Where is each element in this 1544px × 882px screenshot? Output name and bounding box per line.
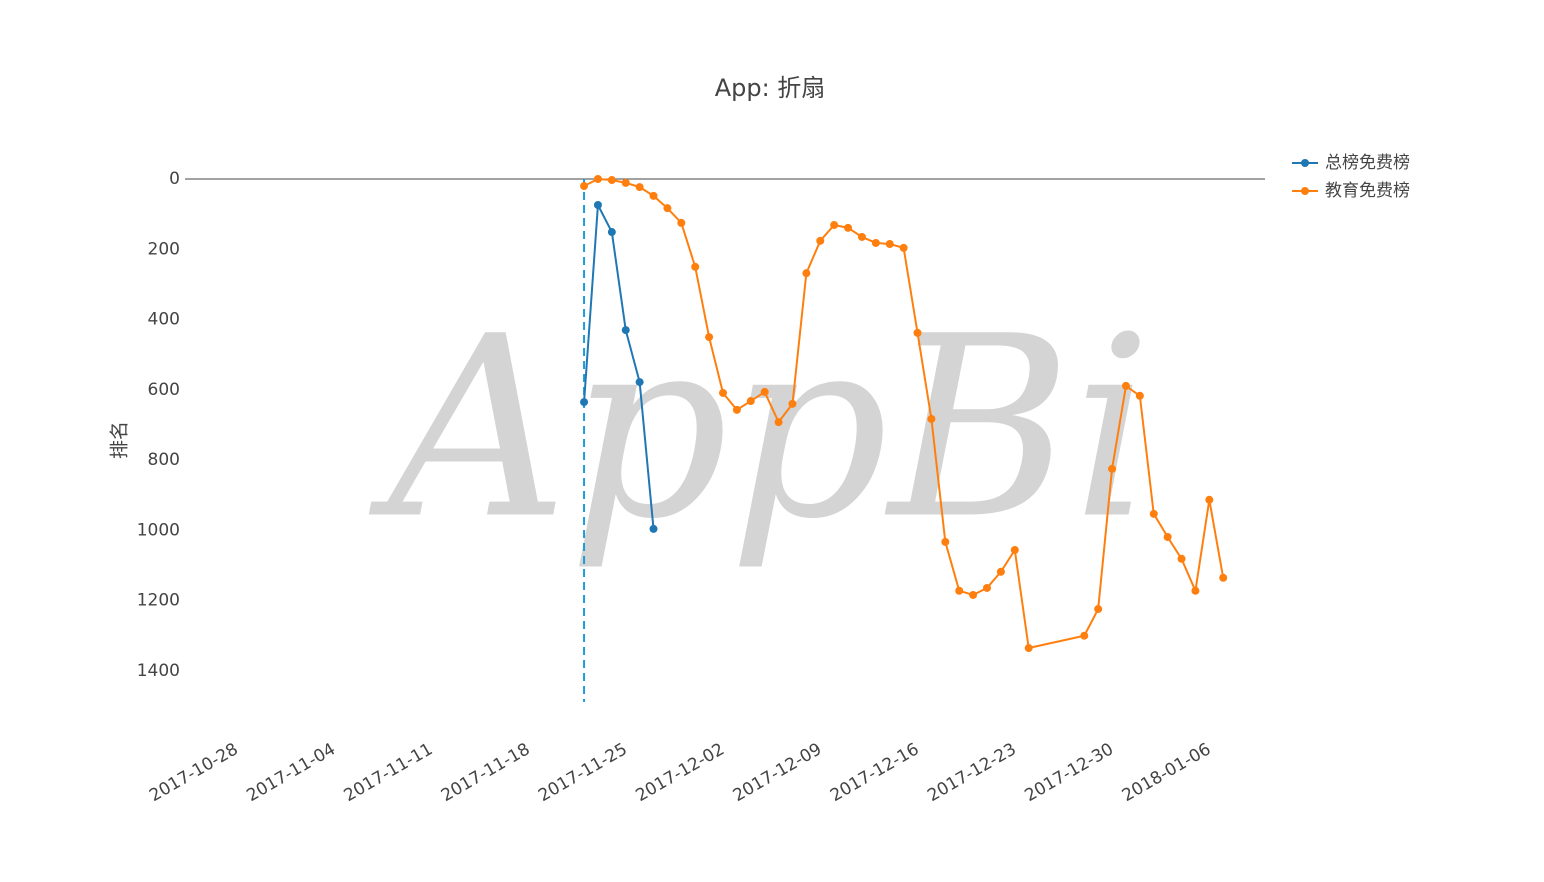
point [844,223,853,232]
legend-marker [1301,187,1309,195]
chart-title: App: 折扇 [715,74,826,102]
point [760,387,769,396]
y-tick-label: 0 [169,169,180,189]
x-tick-label: 2017-12-30 [1021,739,1117,806]
point [732,405,741,414]
series-line [583,177,1225,650]
y-tick-label: 600 [148,380,180,400]
point [649,191,658,200]
y-axis-label: 排名 [109,421,131,459]
x-tick-label: 2017-12-02 [632,739,728,806]
point [871,238,880,247]
point [677,218,686,227]
point [621,178,630,187]
point [1219,573,1228,582]
point [802,269,811,278]
x-tick-label: 2017-12-09 [730,739,826,806]
point [857,232,866,241]
point [1080,631,1089,640]
point [580,182,589,191]
point [1010,546,1019,555]
y-tick-label: 1400 [137,661,180,681]
point [649,524,658,533]
point [1024,644,1033,653]
point [983,583,991,592]
point [1094,605,1103,614]
point [899,243,908,252]
legend-label: 总榜免费榜 [1325,153,1410,173]
point [1163,533,1172,542]
point [607,228,616,237]
y-tick-label: 200 [148,239,180,259]
x-tick-label: 2018-01-06 [1119,739,1215,806]
point [691,262,700,271]
point [719,388,727,397]
point [1205,495,1214,504]
point [774,418,783,427]
point [996,567,1005,576]
x-tick-label: 2017-11-11 [341,739,437,806]
point [1135,391,1144,400]
point [1149,509,1158,518]
point [1191,586,1200,595]
point [816,236,825,245]
y-tick-label: 400 [148,310,180,330]
point [969,590,978,599]
point [913,328,922,337]
y-tick-label: 1200 [137,591,180,611]
point [593,200,602,209]
point [607,176,616,185]
x-tick-label: 2017-12-23 [924,739,1020,806]
point [788,399,797,408]
point [635,378,644,387]
point [621,326,630,335]
y-tick-label: 800 [148,450,180,470]
point [746,397,755,406]
point [885,239,894,248]
y-tick-label: 1000 [137,520,180,540]
point [1108,464,1117,473]
watermark: AppBi [368,283,1152,574]
point [580,398,589,407]
x-tick-label: 2017-11-04 [243,739,339,806]
point [593,175,602,183]
point [635,183,644,192]
point [941,537,950,546]
series-line [583,201,655,530]
x-tick-label: 2017-12-16 [827,739,923,806]
point [927,414,936,423]
point [663,204,672,213]
point [955,586,964,595]
point [705,333,714,342]
legend-label: 教育免费榜 [1325,181,1410,201]
legend-marker [1301,159,1309,167]
x-tick-label: 2017-10-28 [146,739,242,806]
point [830,221,839,230]
x-tick-label: 2017-11-18 [438,739,534,806]
point [1121,381,1130,390]
x-tick-label: 2017-11-25 [535,739,631,806]
point [1177,554,1186,563]
